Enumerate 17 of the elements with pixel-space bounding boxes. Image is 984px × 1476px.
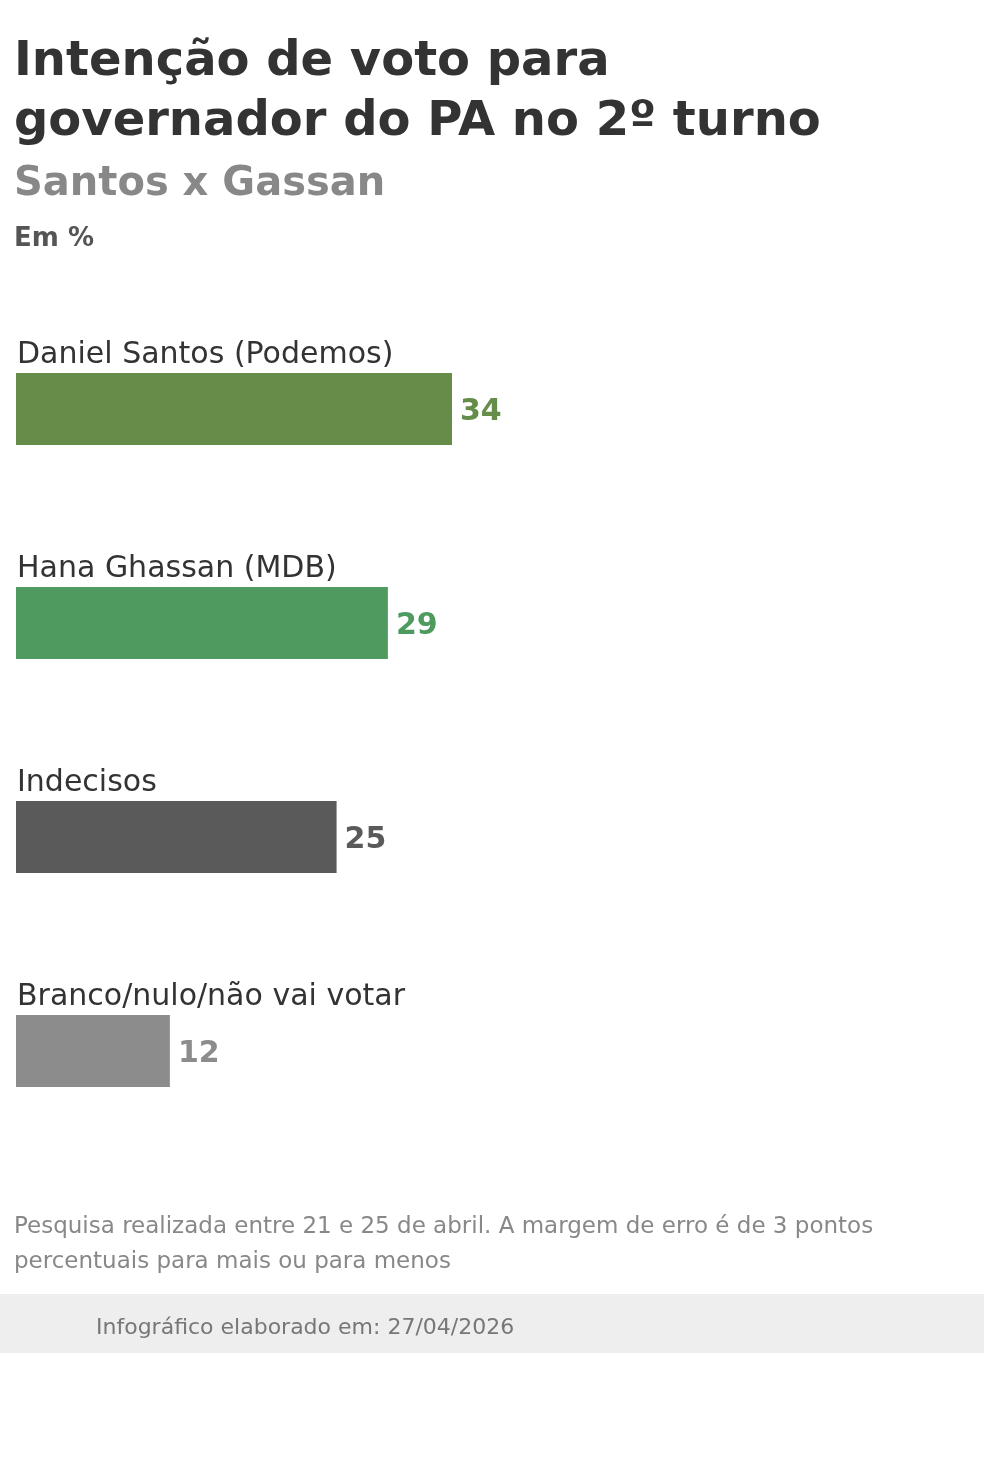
data-label: 29 <box>395 606 438 641</box>
data-label: 34 <box>460 392 502 427</box>
bar <box>16 587 388 659</box>
y-tick-label: Branco/nulo/não vai votar <box>17 977 406 1012</box>
y-tick-label: Hana Ghassan (MDB) <box>17 549 337 584</box>
y-tick-label: Indecisos <box>17 763 157 798</box>
data-label: 12 <box>177 1034 220 1069</box>
chart-subtitle: Santos x Gassan <box>14 158 387 204</box>
chart-title: Intenção de voto para governador do PA no 2º turno <box>14 29 822 148</box>
bar <box>16 801 337 873</box>
text: Pesquisa realizada entre 21 e 25 de abril. A margem de erro é de 3 pontos percentuais para mais ou para menos <box>13 1211 875 1275</box>
bar <box>16 373 452 445</box>
bar <box>16 1015 170 1087</box>
x-axis-title: Em % <box>14 222 95 252</box>
y-tick-label: Daniel Santos (Podemos) <box>17 335 394 370</box>
data-label: 25 <box>344 820 387 855</box>
text: Infográfico elaborado em: 27/04/2026 <box>0 1294 984 1353</box>
